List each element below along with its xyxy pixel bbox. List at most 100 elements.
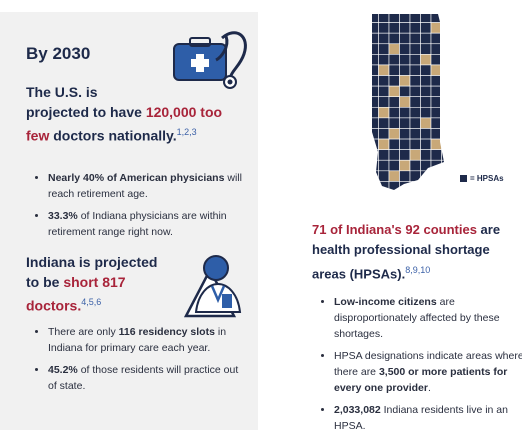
county-cell: [399, 14, 411, 23]
county-cell: [409, 64, 421, 76]
county-cell: [388, 159, 400, 172]
county-cell: [409, 14, 421, 23]
hpsa-bullets: Low-income citizens are disproportionate…: [312, 294, 522, 440]
county-cell: [378, 14, 390, 23]
refs-counties: 8,9,10: [405, 265, 431, 275]
doctor-warning-icon: [183, 255, 242, 318]
county-cell: [378, 54, 390, 66]
county-cell: [372, 117, 379, 129]
county-cell: [378, 85, 390, 98]
county-cell: [372, 32, 379, 45]
county-cell: [388, 43, 400, 55]
county-cell: [372, 96, 379, 108]
county-cell: [409, 96, 421, 108]
county-cell: [441, 170, 444, 182]
county-cell: [430, 14, 442, 23]
county-cell: [441, 64, 444, 76]
county-cell: [378, 181, 390, 190]
county-cell: [420, 128, 432, 140]
county-cell: [378, 75, 390, 87]
county-cell: [378, 138, 390, 150]
county-cell: [372, 159, 379, 172]
list-item: Low-income citizens are disproportionate…: [334, 294, 522, 342]
county-cell: [378, 117, 390, 129]
county-cell: [430, 117, 442, 129]
county-cell: [372, 54, 379, 66]
us-shortage-statement: The U.S. is projected to have 120,000 to…: [26, 84, 223, 144]
county-cell: [372, 106, 379, 119]
county-cell: [430, 96, 442, 108]
county-cell: [420, 22, 432, 34]
list-item: 33.3% of Indiana physicians are within r…: [48, 208, 248, 240]
county-cell: [430, 159, 442, 172]
county-cell: [409, 32, 421, 45]
county-cell: [388, 181, 400, 190]
county-cell: [441, 149, 444, 161]
county-cell: [372, 75, 379, 87]
left-panel: [0, 12, 258, 430]
county-cell: [420, 32, 432, 45]
county-cell: [409, 128, 421, 140]
county-cell: [372, 138, 379, 150]
county-cell: [441, 22, 444, 34]
county-cell: [378, 159, 390, 172]
county-cell: [420, 64, 432, 76]
county-cell: [409, 181, 421, 190]
county-cell: [441, 85, 444, 98]
county-cell: [399, 85, 411, 98]
county-cell: [430, 54, 442, 66]
hpsa-legend-swatch: [460, 175, 467, 182]
county-cell: [399, 75, 411, 87]
county-cell: [388, 138, 400, 150]
county-cell: [409, 149, 421, 161]
county-cell: [388, 75, 400, 87]
county-cell: [430, 181, 442, 190]
county-cell: [399, 64, 411, 76]
county-cell: [372, 14, 379, 23]
county-cell: [420, 43, 432, 55]
county-cell: [378, 149, 390, 161]
county-cell: [430, 138, 442, 150]
county-cell: [399, 138, 411, 150]
county-cell: [372, 64, 379, 76]
counties-statement: 71 of Indiana's 92 counties are health p…: [312, 222, 501, 282]
county-cell: [430, 64, 442, 76]
county-cell: [430, 170, 442, 182]
county-cell: [372, 43, 379, 55]
county-cell: [430, 22, 442, 34]
county-cell: [441, 117, 444, 129]
list-item: HPSA designations indicate areas where t…: [334, 348, 522, 396]
county-cell: [378, 43, 390, 55]
retirement-bullets: Nearly 40% of American physicians will r…: [26, 170, 248, 246]
indiana-hpsa-map: [372, 14, 444, 190]
county-cell: [388, 22, 400, 34]
county-cell: [409, 117, 421, 129]
county-cell: [441, 75, 444, 87]
refs-indiana: 4,5,6: [81, 297, 102, 307]
county-cell: [388, 170, 400, 182]
county-cell: [388, 54, 400, 66]
county-cell: [441, 32, 444, 45]
county-cell: [409, 22, 421, 34]
county-cell: [420, 96, 432, 108]
county-cell: [409, 138, 421, 150]
county-cell: [372, 128, 379, 140]
county-cell: [388, 117, 400, 129]
county-cell: [441, 14, 444, 23]
county-cell: [399, 22, 411, 34]
county-cell: [409, 85, 421, 98]
refs-us: 1,2,3: [176, 127, 197, 137]
county-cell: [420, 170, 432, 182]
county-cell: [372, 85, 379, 98]
list-item: There are only 116 residency slots in In…: [48, 324, 248, 356]
county-cell: [388, 149, 400, 161]
county-cell: [420, 75, 432, 87]
county-cell: [420, 14, 432, 23]
county-cell: [399, 43, 411, 55]
county-cell: [430, 32, 442, 45]
county-cell: [441, 106, 444, 119]
county-cell: [409, 54, 421, 66]
county-cell: [420, 85, 432, 98]
county-cell: [372, 170, 379, 182]
map-legend: = HPSAs: [460, 174, 504, 183]
